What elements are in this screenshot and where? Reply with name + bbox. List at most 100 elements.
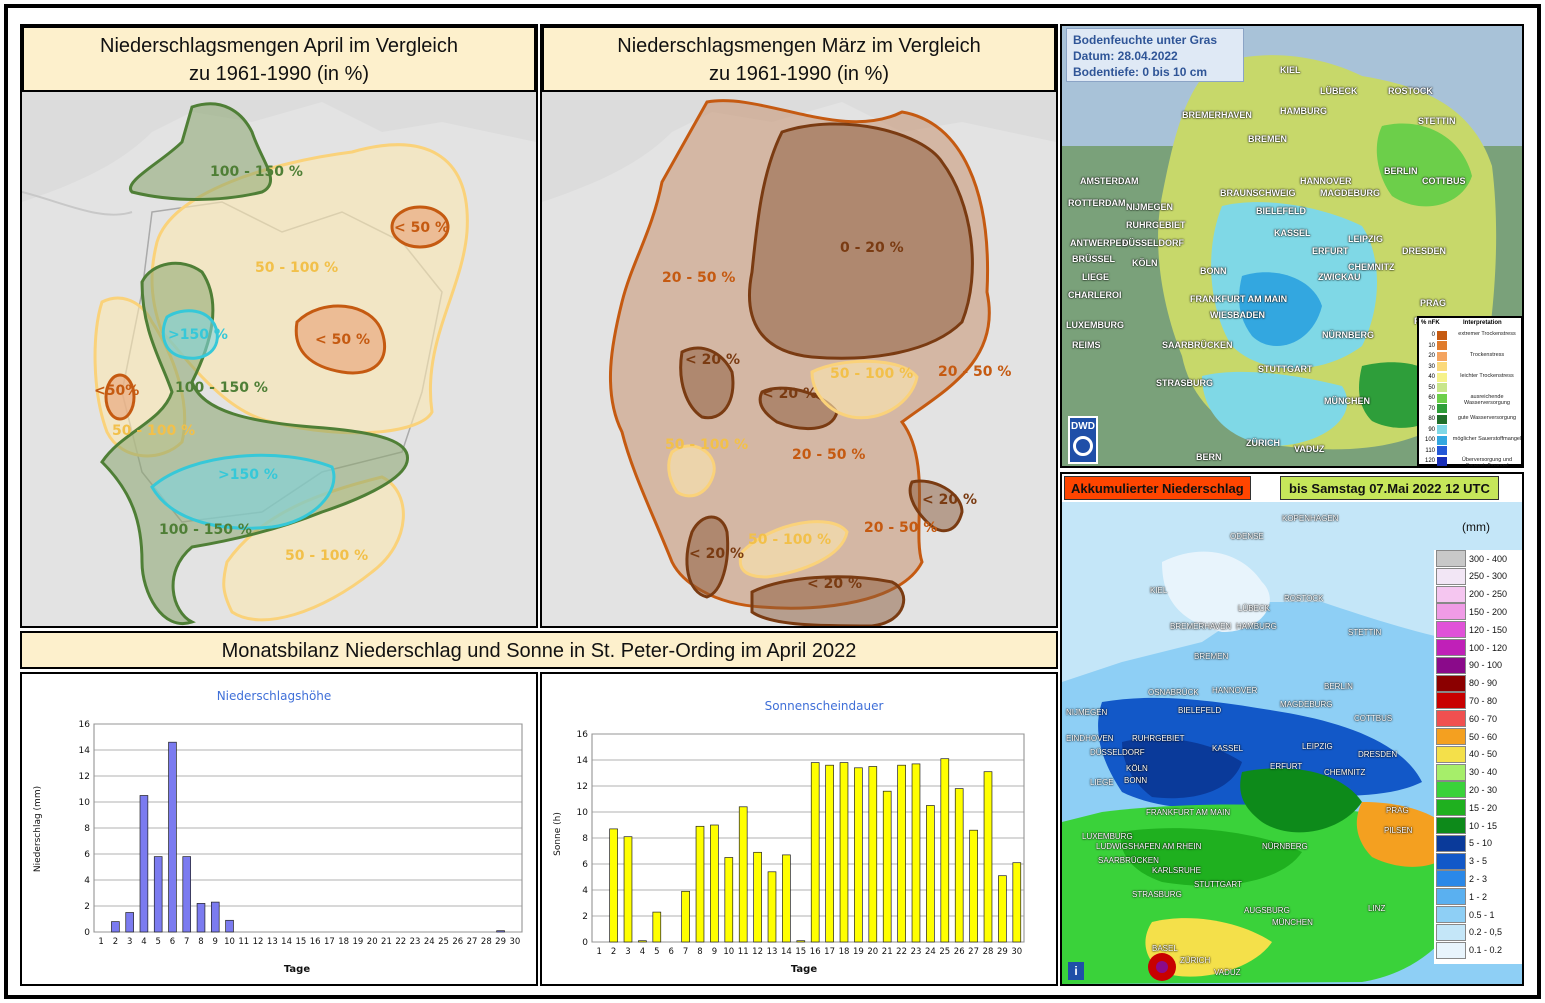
- precip-city-label: COTTBUS: [1354, 714, 1393, 723]
- soil-legend-value: 70: [1428, 405, 1435, 412]
- april-label-10: 50 - 100 %: [285, 548, 368, 564]
- soil-legend-swatch: [1437, 341, 1447, 350]
- maerz-map-panel: Niederschlagsmengen März im Vergleich zu…: [540, 24, 1058, 628]
- x-tick-label: 20: [367, 937, 378, 947]
- x-tick-label: 19: [353, 937, 364, 947]
- dwd-spiral-icon: [1073, 436, 1093, 456]
- precip-legend-row: 120 - 150: [1436, 621, 1507, 639]
- soil-legend-row: 70: [1421, 404, 1447, 414]
- soil-city-label: BERLIN: [1384, 166, 1418, 176]
- x-tick-label: 16: [310, 937, 321, 947]
- dwd-logo-text: DWD: [1071, 421, 1095, 432]
- precip-legend-label: 3 - 5: [1469, 856, 1488, 867]
- x-tick-label: 4: [141, 937, 146, 947]
- x-tick-label: 12: [752, 947, 763, 957]
- precip-legend-label: 10 - 15: [1469, 820, 1498, 831]
- soil-city-label: BONN: [1200, 266, 1227, 276]
- soil-legend-interpretation: möglicher Sauerstoffmangel: [1452, 436, 1522, 442]
- precip-legend-swatch: [1436, 923, 1466, 941]
- x-tick-label: 21: [882, 947, 893, 957]
- bar: [125, 912, 134, 933]
- precip-legend-swatch: [1436, 692, 1466, 710]
- precip-city-label: STRASBURG: [1132, 890, 1182, 899]
- bar: [225, 919, 234, 933]
- soil-info-line3: Bodentiefe: 0 bis 10 cm: [1073, 65, 1208, 79]
- x-tick-label: 15: [295, 937, 306, 947]
- x-tick-label: 22: [395, 937, 406, 947]
- y-tick-label: 2: [582, 912, 588, 922]
- maerz-map: 0 - 20 % 20 - 50 % < 20 % 50 - 100 % < 2…: [542, 92, 1056, 626]
- bar: [897, 764, 906, 943]
- y-tick-label: 6: [582, 860, 588, 870]
- soil-legend-interpretation: leichter Trockenstress: [1460, 373, 1514, 379]
- precip-city-label: ERFURT: [1270, 762, 1303, 771]
- bar: [983, 771, 993, 943]
- soil-legend-row: 80: [1421, 414, 1447, 424]
- precip-city-label: HANNOVER: [1212, 686, 1258, 695]
- precip-legend-row: 30 - 40: [1436, 763, 1498, 781]
- bar: [767, 871, 777, 943]
- precip-city-label: STUTTGART: [1194, 880, 1242, 889]
- x-tick-label: 7: [184, 937, 189, 947]
- bar: [911, 763, 921, 943]
- x-tick-label: 17: [824, 947, 835, 957]
- april-label-0: 100 - 150 %: [210, 164, 303, 180]
- x-tick-label: 10: [723, 947, 734, 957]
- maerz-label-0: 0 - 20 %: [840, 240, 904, 256]
- april-label-6: 100 - 150 %: [175, 380, 268, 396]
- april-map-title: Niederschlagsmengen April im Vergleich z…: [22, 26, 536, 92]
- y-tick-label: 0: [582, 938, 588, 948]
- maerz-label-2: < 20 %: [685, 352, 740, 368]
- x-tick-label: 19: [853, 947, 864, 957]
- info-icon[interactable]: i: [1068, 962, 1084, 980]
- y-tick-label: 8: [84, 824, 90, 834]
- soil-city-label: KÖLN: [1132, 258, 1158, 268]
- soil-city-label: LIEGE: [1082, 272, 1110, 282]
- sun-chart-title: Sonnenscheindauer: [765, 699, 884, 713]
- bar: [652, 911, 662, 943]
- soil-city-label: ROTTERDAM: [1068, 198, 1126, 208]
- precip-legend-label: 2 - 3: [1469, 873, 1488, 884]
- precip-city-label: MÜNCHEN: [1272, 918, 1313, 927]
- maerz-map-title: Niederschlagsmengen März im Vergleich zu…: [542, 26, 1056, 92]
- x-tick-label: 23: [911, 947, 922, 957]
- precip-map-date: bis Samstag 07.Mai 2022 12 UTC: [1280, 476, 1499, 500]
- x-tick-label: 29: [997, 947, 1008, 957]
- april-title-line1: Niederschlagsmengen April im Vergleich: [100, 35, 458, 57]
- bar: [854, 767, 863, 943]
- soil-legend-row: 40: [1421, 372, 1447, 382]
- precip-legend-label: 70 - 80: [1469, 695, 1498, 706]
- y-tick-label: 10: [577, 808, 589, 818]
- precip-legend-swatch: [1436, 888, 1466, 906]
- x-tick-label: 2: [113, 937, 118, 947]
- precip-legend-row: 1 - 2: [1436, 888, 1487, 906]
- maerz-title-line1: Niederschlagsmengen März im Vergleich: [617, 35, 981, 57]
- x-tick-label: 6: [668, 947, 673, 957]
- bar: [882, 790, 892, 943]
- precip-map-title: Akkumulierter Niederschlag: [1064, 476, 1251, 500]
- soil-city-label: VADUZ: [1294, 444, 1325, 454]
- soil-legend-value: 90: [1428, 426, 1435, 433]
- precip-legend-swatch: [1436, 870, 1466, 888]
- precip-legend-row: 100 - 120: [1436, 639, 1507, 656]
- precip-legend-label: 30 - 40: [1469, 767, 1498, 778]
- precip-legend-row: 150 - 200: [1436, 603, 1507, 621]
- bar: [210, 901, 220, 933]
- precip-legend-label: 0.5 - 1: [1469, 909, 1495, 920]
- x-tick-label: 7: [683, 947, 688, 957]
- soil-legend-interpretation: Trockenstress: [1469, 352, 1505, 358]
- precip-legend-swatch: [1436, 763, 1466, 781]
- bar: [954, 788, 964, 943]
- soil-city-label: LEIPZIG: [1348, 234, 1384, 244]
- precip-legend-swatch: [1436, 603, 1466, 621]
- soil-info-line1: Bodenfeuchte unter Gras: [1073, 33, 1218, 47]
- x-tick-label: 30: [1011, 947, 1022, 957]
- bar: [196, 903, 206, 933]
- soil-city-label: KIEL: [1280, 65, 1301, 75]
- soil-city-label: BREMERHAVEN: [1182, 110, 1252, 120]
- soil-legend-swatch: [1437, 425, 1447, 434]
- precip-city-label: STETTIN: [1348, 628, 1382, 637]
- soil-legend-swatch: [1437, 435, 1447, 445]
- april-label-1: < 50 %: [394, 220, 449, 236]
- precip-legend-row: 200 - 250: [1436, 585, 1507, 603]
